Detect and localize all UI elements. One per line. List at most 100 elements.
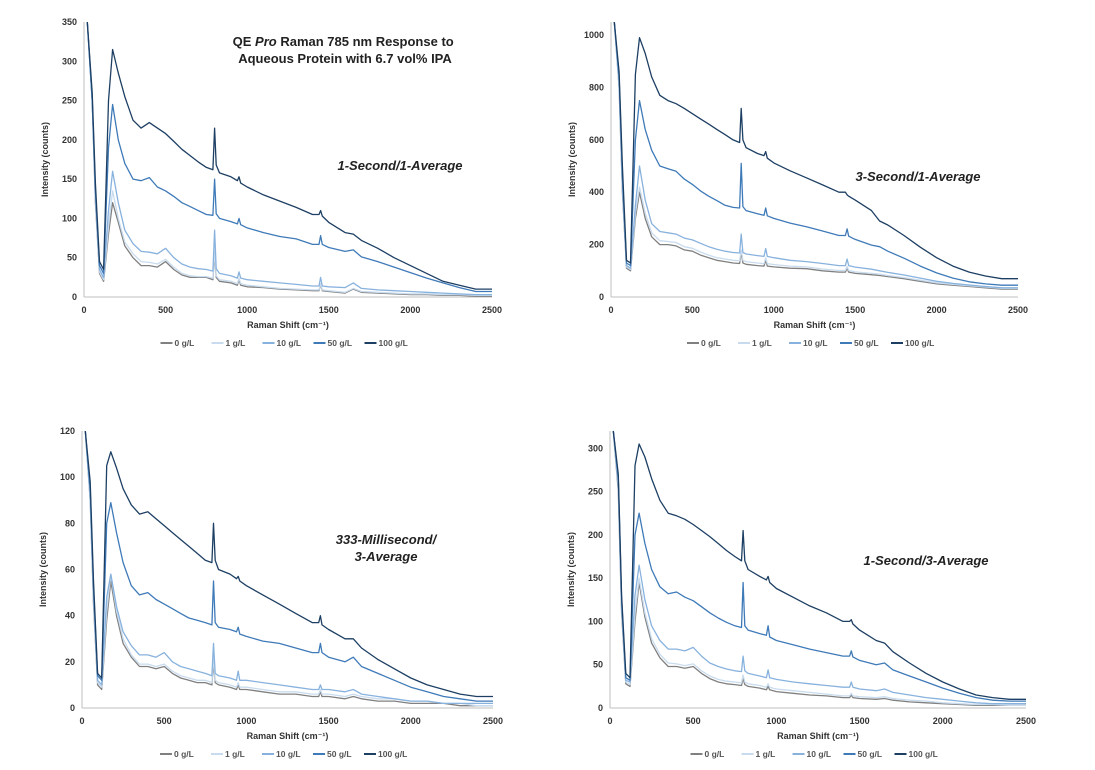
series-line-50-g-l <box>86 21 492 293</box>
x-axis-label: Raman Shift (cm⁻¹) <box>777 731 859 741</box>
y-tick-label: 100 <box>62 213 77 223</box>
legend-item: 10 g/L <box>792 749 832 759</box>
series-line-0-g-l <box>86 21 492 297</box>
series-line-50-g-l <box>613 21 1018 286</box>
series-line-10-g-l <box>84 430 493 705</box>
legend-item: 50 g/L <box>313 749 352 759</box>
legend-item: 10 g/L <box>262 749 301 759</box>
legend-label: 1 g/L <box>225 749 245 759</box>
legend-item: 10 g/L <box>262 338 301 348</box>
x-tick-label: 500 <box>158 305 173 315</box>
y-tick-label: 0 <box>72 292 77 302</box>
chart-annotation-line: 1-Second/1-Average <box>338 158 463 173</box>
chart-annotation: 333-Millisecond/3-Average <box>336 532 438 564</box>
x-tick-label: 0 <box>607 716 612 726</box>
legend-item: 10 g/L <box>789 338 828 348</box>
y-tick-label: 350 <box>62 17 77 27</box>
x-tick-label: 2000 <box>927 305 947 315</box>
y-tick-label: 0 <box>599 292 604 302</box>
legend-item: 1 g/L <box>738 338 772 348</box>
figure-title: QE Pro Raman 785 nm Response to Aqueous … <box>233 34 458 66</box>
figure-title-line2: Aqueous Protein with 6.7 vol% IPA <box>238 51 452 66</box>
x-tick-label: 2000 <box>933 716 953 726</box>
figure-title-prefix: QE <box>233 34 255 49</box>
legend-item: 1 g/L <box>211 749 245 759</box>
series-line-1-g-l <box>612 430 1026 707</box>
x-axis-label: Raman Shift (cm⁻¹) <box>247 731 329 741</box>
legend-label: 100 g/L <box>378 749 407 759</box>
x-axis-label: Raman Shift (cm⁻¹) <box>247 320 329 330</box>
x-tick-label: 0 <box>79 716 84 726</box>
legend: 0 g/L 1 g/L 10 g/L 50 g/L 100 g/L <box>690 749 938 759</box>
x-tick-label: 0 <box>608 305 613 315</box>
legend: 0 g/L 1 g/L 10 g/L 50 g/L 100 g/L <box>160 749 407 759</box>
series-line-1-g-l <box>86 21 492 297</box>
x-tick-label: 1500 <box>850 716 870 726</box>
series-line-100-g-l <box>84 430 493 698</box>
x-tick-label: 500 <box>157 716 172 726</box>
legend-item: 100 g/L <box>891 338 934 348</box>
legend-label: 0 g/L <box>705 749 725 759</box>
series-line-10-g-l <box>86 21 492 296</box>
figure-title-italic: Pro <box>255 34 277 49</box>
legend-label: 50 g/L <box>854 338 879 348</box>
legend-item: 50 g/L <box>840 338 879 348</box>
x-tick-label: 2500 <box>1016 716 1036 726</box>
y-tick-label: 0 <box>70 703 75 713</box>
chart-annotation: 3-Second/1-Average <box>856 169 981 184</box>
legend-label: 50 g/L <box>328 338 353 348</box>
legend-label: 10 g/L <box>807 749 832 759</box>
x-tick-label: 0 <box>81 305 86 315</box>
x-tick-label: 2500 <box>482 305 502 315</box>
legend-label: 10 g/L <box>803 338 828 348</box>
legend: 0 g/L 1 g/L 10 g/L 50 g/L 100 g/L <box>160 338 408 348</box>
x-tick-label: 2000 <box>401 716 421 726</box>
x-tick-label: 2500 <box>1008 305 1028 315</box>
chart-annotation-line: 1-Second/3-Average <box>864 553 989 568</box>
legend-label: 1 g/L <box>756 749 776 759</box>
x-axis-label: Raman Shift (cm⁻¹) <box>774 320 856 330</box>
x-tick-label: 1000 <box>236 716 256 726</box>
series-line-10-g-l <box>612 430 1026 705</box>
series-line-0-g-l <box>613 21 1018 290</box>
y-tick-label: 200 <box>62 135 77 145</box>
y-tick-label: 80 <box>65 518 75 528</box>
y-tick-label: 50 <box>67 253 77 263</box>
series-line-50-g-l <box>84 430 493 702</box>
series-line-50-g-l <box>612 430 1026 702</box>
legend-item: 0 g/L <box>160 338 194 348</box>
chart-annotation-line: 333-Millisecond/ <box>336 532 438 547</box>
legend-item: 100 g/L <box>894 749 938 759</box>
y-tick-label: 600 <box>589 135 604 145</box>
y-tick-label: 100 <box>588 616 603 626</box>
legend-item: 1 g/L <box>741 749 776 759</box>
legend-item: 100 g/L <box>364 338 408 348</box>
y-tick-label: 250 <box>588 487 603 497</box>
legend-label: 10 g/L <box>276 749 301 759</box>
series-line-1-g-l <box>84 430 493 707</box>
series-line-0-g-l <box>84 430 493 707</box>
legend-label: 1 g/L <box>226 338 246 348</box>
legend-item: 1 g/L <box>211 338 246 348</box>
series-line-100-g-l <box>613 21 1018 280</box>
chart-4: 0 50 100 150 200 250 300 0 500 1000 1500 2000 2500 Ra… <box>566 430 1036 759</box>
legend-label: 100 g/L <box>909 749 938 759</box>
y-tick-label: 200 <box>588 530 603 540</box>
y-tick-label: 50 <box>593 660 603 670</box>
y-tick-label: 200 <box>589 240 604 250</box>
x-tick-label: 1000 <box>764 305 784 315</box>
y-tick-label: 800 <box>589 82 604 92</box>
legend-item: 100 g/L <box>364 749 407 759</box>
chart-annotation: 1-Second/1-Average <box>338 158 463 173</box>
x-tick-label: 1500 <box>319 716 339 726</box>
legend-item: 0 g/L <box>160 749 194 759</box>
chart-annotation: 1-Second/3-Average <box>864 553 989 568</box>
x-tick-label: 1500 <box>319 305 339 315</box>
y-tick-label: 150 <box>588 573 603 583</box>
y-axis-label: Intensity (counts) <box>566 532 576 607</box>
y-tick-label: 60 <box>65 565 75 575</box>
y-tick-label: 150 <box>62 174 77 184</box>
x-tick-label: 2500 <box>483 716 503 726</box>
y-tick-label: 40 <box>65 611 75 621</box>
